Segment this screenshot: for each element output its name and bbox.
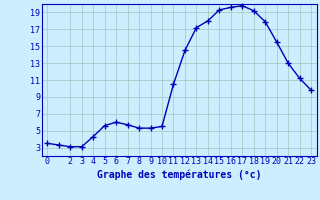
X-axis label: Graphe des températures (°c): Graphe des températures (°c)	[97, 169, 261, 180]
